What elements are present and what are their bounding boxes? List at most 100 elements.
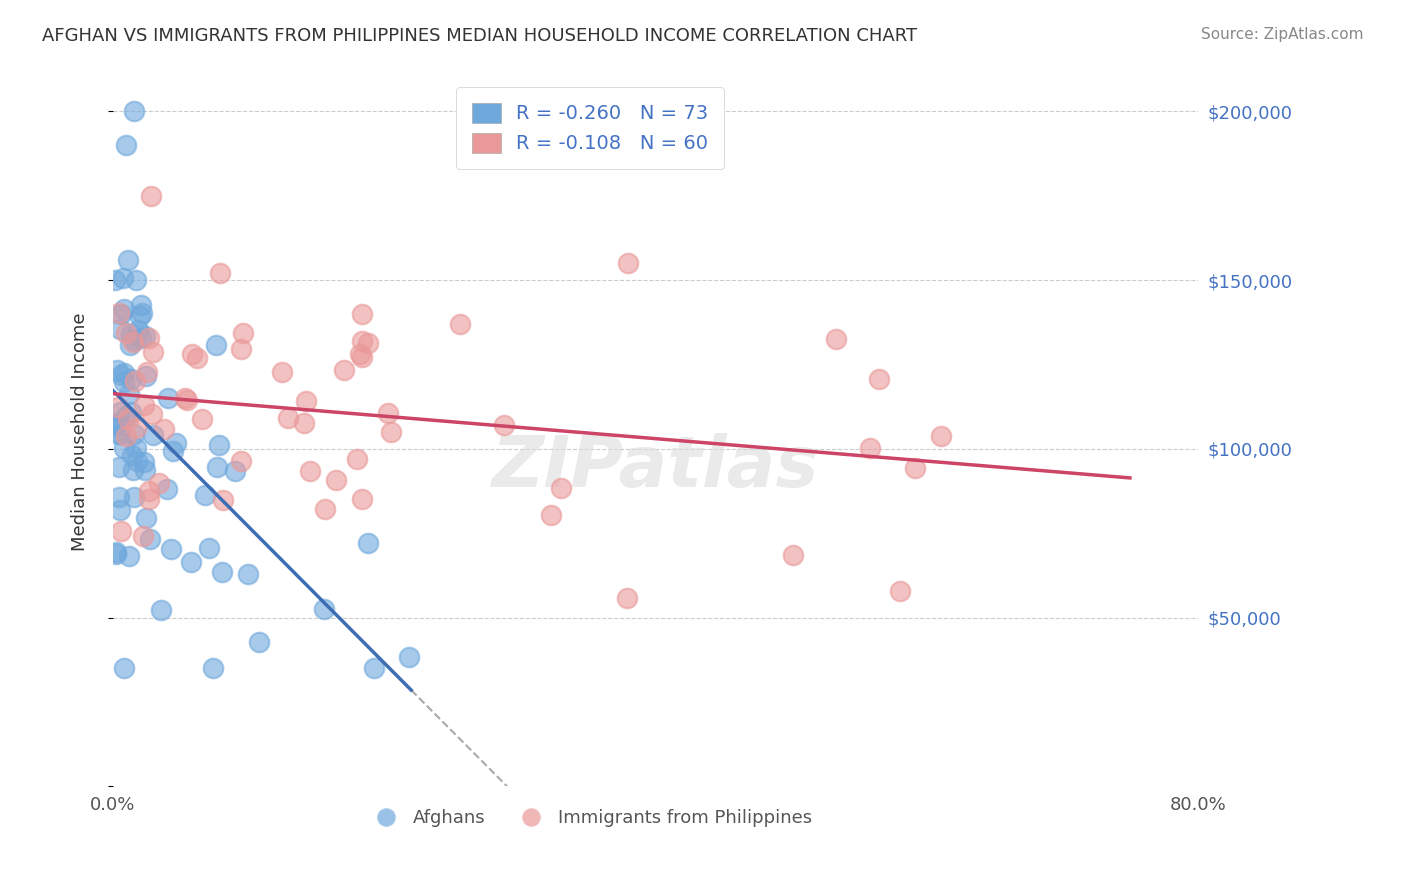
Afghans — [107, 490, 129, 504]
Afghans — [357, 535, 380, 549]
Immigrants from Philippines — [352, 334, 374, 349]
Text: Source: ZipAtlas.com: Source: ZipAtlas.com — [1201, 27, 1364, 42]
Immigrants from Philippines — [148, 476, 170, 491]
Immigrants from Philippines — [110, 524, 132, 539]
Afghans — [135, 368, 157, 383]
Afghans — [112, 661, 135, 675]
Immigrants from Philippines — [357, 335, 380, 350]
Immigrants from Philippines — [299, 464, 322, 478]
Text: AFGHAN VS IMMIGRANTS FROM PHILIPPINES MEDIAN HOUSEHOLD INCOME CORRELATION CHART: AFGHAN VS IMMIGRANTS FROM PHILIPPINES ME… — [42, 27, 917, 45]
Immigrants from Philippines — [889, 583, 911, 598]
Immigrants from Philippines — [117, 412, 139, 426]
Immigrants from Philippines — [929, 429, 952, 443]
Immigrants from Philippines — [350, 491, 373, 506]
Immigrants from Philippines — [138, 491, 160, 506]
Afghans — [134, 329, 156, 343]
Afghans — [110, 306, 132, 320]
Afghans — [121, 448, 143, 462]
Afghans — [122, 427, 145, 442]
Immigrants from Philippines — [229, 343, 252, 357]
Afghans — [363, 661, 385, 675]
Afghans — [122, 104, 145, 119]
Afghans — [125, 441, 148, 455]
Immigrants from Philippines — [108, 306, 131, 320]
Afghans — [122, 333, 145, 347]
Afghans — [105, 416, 128, 430]
Immigrants from Philippines — [180, 347, 202, 361]
Immigrants from Philippines — [125, 421, 148, 435]
Immigrants from Philippines — [132, 398, 155, 412]
Afghans — [150, 603, 173, 617]
Immigrants from Philippines — [550, 481, 572, 495]
Afghans — [132, 455, 155, 469]
Afghans — [118, 549, 141, 563]
Afghans — [112, 441, 135, 455]
Afghans — [110, 368, 132, 383]
Immigrants from Philippines — [138, 331, 160, 345]
Afghans — [120, 372, 142, 386]
Afghans — [111, 270, 134, 285]
Afghans — [142, 428, 165, 442]
Immigrants from Philippines — [277, 411, 299, 425]
Immigrants from Philippines — [138, 483, 160, 498]
Afghans — [180, 555, 202, 569]
Afghans — [211, 565, 233, 579]
Immigrants from Philippines — [868, 372, 890, 386]
Immigrants from Philippines — [350, 307, 373, 321]
Immigrants from Philippines — [782, 548, 804, 562]
Immigrants from Philippines — [325, 473, 347, 487]
Afghans — [122, 490, 145, 504]
Afghans — [204, 338, 226, 352]
Immigrants from Philippines — [135, 365, 157, 379]
Afghans — [135, 511, 157, 525]
Immigrants from Philippines — [153, 422, 176, 436]
Immigrants from Philippines — [859, 442, 882, 456]
Afghans — [139, 533, 162, 547]
Immigrants from Philippines — [208, 266, 231, 280]
Immigrants from Philippines — [271, 366, 294, 380]
Afghans — [131, 305, 153, 319]
Afghans — [115, 138, 138, 153]
Immigrants from Philippines — [314, 502, 336, 516]
Immigrants from Philippines — [540, 508, 562, 522]
Text: ZIPatlas: ZIPatlas — [492, 433, 818, 502]
Afghans — [122, 463, 145, 477]
Afghans — [236, 567, 259, 582]
Afghans — [108, 322, 131, 336]
Afghans — [314, 601, 336, 615]
Immigrants from Philippines — [124, 374, 146, 388]
Immigrants from Philippines — [449, 318, 471, 332]
Immigrants from Philippines — [139, 188, 162, 202]
Immigrants from Philippines — [904, 461, 927, 475]
Immigrants from Philippines — [229, 454, 252, 468]
Afghans — [156, 482, 179, 496]
Afghans — [224, 464, 246, 478]
Afghans — [127, 322, 149, 336]
Afghans — [112, 302, 135, 317]
Afghans — [134, 462, 156, 476]
Immigrants from Philippines — [492, 417, 515, 432]
Immigrants from Philippines — [617, 256, 640, 270]
Y-axis label: Median Household Income: Median Household Income — [72, 313, 89, 551]
Immigrants from Philippines — [377, 406, 399, 420]
Afghans — [156, 391, 179, 405]
Afghans — [120, 405, 142, 419]
Afghans — [208, 438, 231, 452]
Afghans — [205, 460, 228, 475]
Afghans — [129, 331, 152, 345]
Afghans — [120, 338, 142, 352]
Afghans — [120, 326, 142, 341]
Legend: Afghans, Immigrants from Philippines: Afghans, Immigrants from Philippines — [361, 802, 820, 834]
Afghans — [202, 661, 225, 675]
Immigrants from Philippines — [131, 528, 153, 542]
Afghans — [104, 273, 127, 287]
Afghans — [160, 542, 183, 557]
Afghans — [105, 547, 128, 561]
Afghans — [105, 363, 128, 377]
Afghans — [107, 427, 129, 442]
Afghans — [104, 545, 127, 559]
Immigrants from Philippines — [295, 394, 318, 409]
Immigrants from Philippines — [346, 452, 368, 467]
Afghans — [129, 298, 152, 312]
Afghans — [193, 488, 215, 502]
